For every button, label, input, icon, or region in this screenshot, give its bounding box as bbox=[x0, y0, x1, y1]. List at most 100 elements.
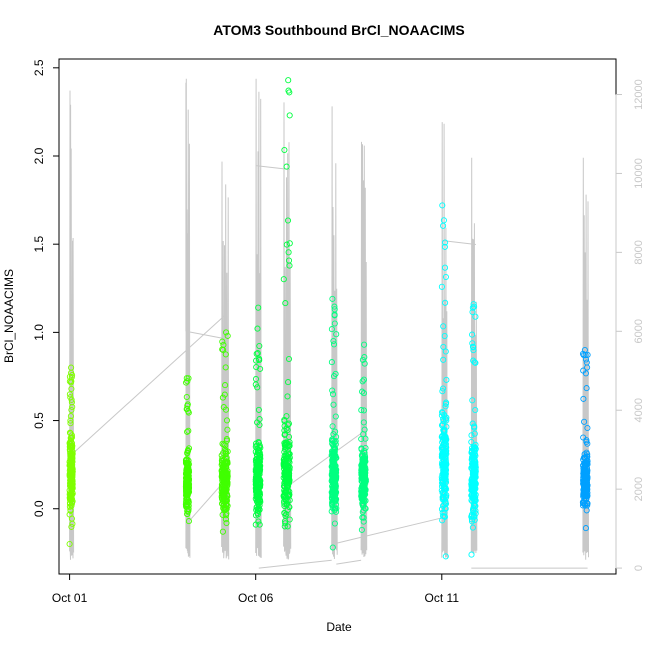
data-point bbox=[358, 462, 365, 469]
data-point bbox=[280, 276, 287, 283]
x-axis-label: Date bbox=[326, 620, 352, 634]
data-point bbox=[331, 312, 338, 319]
data-point bbox=[285, 379, 292, 386]
data-point bbox=[281, 509, 288, 516]
data-point bbox=[471, 430, 478, 437]
data-point bbox=[219, 471, 226, 478]
data-point bbox=[472, 452, 479, 459]
data-point bbox=[252, 381, 259, 388]
data-point bbox=[471, 457, 478, 464]
data-point bbox=[362, 476, 369, 483]
data-point bbox=[68, 493, 75, 500]
data-point bbox=[332, 413, 339, 420]
data-point bbox=[440, 452, 447, 459]
data-point bbox=[581, 418, 588, 425]
altitude-connector bbox=[283, 429, 367, 490]
data-point bbox=[66, 500, 74, 507]
data-point bbox=[68, 432, 75, 439]
data-point bbox=[283, 163, 290, 170]
data-point bbox=[285, 355, 293, 363]
data-point bbox=[220, 489, 227, 496]
data-point bbox=[68, 369, 75, 376]
data-point bbox=[219, 394, 226, 401]
data-point bbox=[286, 504, 293, 511]
data-point bbox=[442, 273, 449, 281]
chart-title: ATOM3 Southbound BrCl_NOAACIMS bbox=[213, 22, 464, 38]
data-point bbox=[254, 325, 261, 332]
data-point bbox=[67, 443, 74, 450]
data-point bbox=[220, 487, 227, 494]
y-axis-left: 0.0 0.5 1.0 1.5 2.0 2.5 bbox=[32, 59, 60, 517]
data-point bbox=[68, 396, 75, 403]
y-tick-label: 2.5 bbox=[32, 59, 46, 76]
data-point bbox=[219, 480, 226, 487]
data-point bbox=[331, 520, 338, 527]
data-point bbox=[582, 480, 589, 487]
data-point bbox=[68, 523, 75, 530]
data-point bbox=[440, 418, 447, 425]
data-point bbox=[286, 112, 293, 119]
data-point bbox=[329, 391, 337, 398]
data-point bbox=[329, 423, 336, 430]
data-point bbox=[222, 351, 229, 358]
data-point bbox=[469, 524, 476, 531]
data-point bbox=[286, 262, 293, 269]
data-point bbox=[253, 350, 260, 357]
data-point bbox=[329, 484, 336, 491]
data-point bbox=[329, 491, 336, 498]
y2-tick-label: 8000 bbox=[633, 240, 645, 264]
data-point bbox=[66, 496, 74, 503]
data-points bbox=[66, 77, 591, 560]
altitude-segment bbox=[221, 161, 230, 560]
data-point bbox=[358, 526, 365, 533]
y-tick-label: 2.0 bbox=[32, 147, 46, 164]
y-tick-label: 0.0 bbox=[32, 500, 46, 517]
data-point bbox=[184, 428, 191, 435]
data-point bbox=[69, 482, 76, 489]
x-tick-label: Oct 01 bbox=[52, 591, 88, 605]
data-point bbox=[331, 444, 338, 451]
data-point bbox=[222, 406, 230, 413]
data-point bbox=[221, 391, 228, 398]
data-point bbox=[219, 528, 226, 535]
data-point bbox=[361, 341, 368, 348]
data-point bbox=[359, 378, 366, 385]
data-point bbox=[469, 460, 476, 467]
data-point bbox=[584, 470, 591, 477]
data-point bbox=[360, 390, 367, 397]
data-point bbox=[332, 498, 339, 505]
data-point bbox=[330, 443, 337, 450]
data-point bbox=[468, 511, 475, 518]
data-point bbox=[469, 331, 476, 338]
data-point bbox=[281, 422, 288, 430]
altitude-connector bbox=[336, 559, 362, 565]
data-point bbox=[580, 500, 587, 507]
data-point bbox=[329, 387, 336, 394]
data-point bbox=[67, 417, 74, 424]
altitude-connector bbox=[258, 559, 332, 569]
x-tick-label: Oct 11 bbox=[425, 591, 460, 605]
data-point bbox=[442, 239, 449, 246]
data-point bbox=[472, 491, 479, 498]
data-point bbox=[283, 486, 290, 494]
data-point bbox=[469, 304, 476, 311]
data-point bbox=[470, 347, 477, 354]
data-point bbox=[580, 395, 587, 402]
y2-tick-label: 2000 bbox=[633, 477, 645, 501]
data-point bbox=[256, 355, 263, 362]
data-point bbox=[472, 406, 479, 414]
data-point bbox=[285, 449, 292, 456]
data-point bbox=[329, 504, 336, 512]
data-point bbox=[582, 352, 589, 359]
data-point bbox=[67, 379, 75, 386]
data-point bbox=[468, 438, 475, 446]
data-point bbox=[441, 332, 448, 340]
data-point bbox=[469, 397, 476, 404]
data-point bbox=[438, 422, 446, 429]
data-point bbox=[439, 388, 446, 395]
data-point bbox=[224, 332, 231, 339]
data-point bbox=[286, 450, 293, 458]
data-point bbox=[331, 320, 338, 327]
y2-tick-label: 0 bbox=[633, 565, 645, 571]
data-point bbox=[441, 476, 448, 483]
